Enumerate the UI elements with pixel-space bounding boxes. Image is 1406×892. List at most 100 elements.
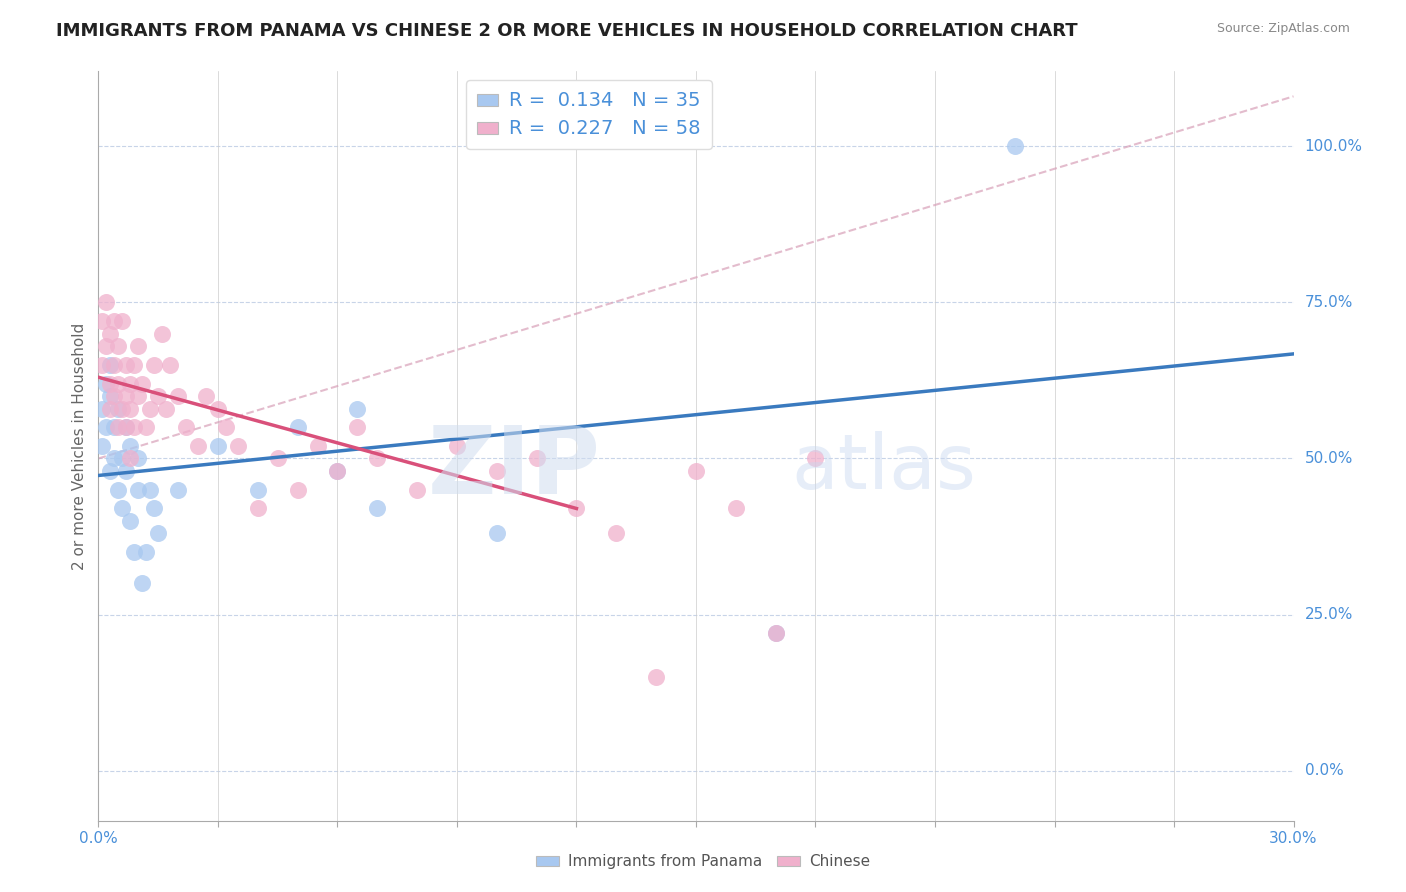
Point [765,626,787,640]
Point [96,376,118,391]
Point [326,464,349,478]
Point [111,451,134,466]
Point [267,451,290,466]
Text: Source: ZipAtlas.com: Source: ZipAtlas.com [1216,22,1350,36]
Point [187,439,209,453]
Point [96,339,118,353]
Y-axis label: 2 or more Vehicles in Household: 2 or more Vehicles in Household [72,322,87,570]
Point [103,314,125,328]
Legend: R =  0.134   N = 35, R =  0.227   N = 58: R = 0.134 N = 35, R = 0.227 N = 58 [465,80,711,149]
Point [103,451,125,466]
Point [131,576,153,591]
Point [195,389,218,403]
Point [143,358,166,372]
Point [366,501,388,516]
Point [111,401,134,416]
Point [246,483,269,497]
Point [1004,139,1026,153]
Point [91,439,114,453]
Point [287,483,309,497]
Point [98,358,122,372]
Point [120,401,142,416]
Point [326,464,349,478]
Point [135,420,157,434]
Point [115,420,138,434]
Text: 75.0%: 75.0% [1305,295,1353,310]
Text: ZIP: ZIP [427,423,600,515]
Point [107,339,129,353]
Point [246,501,269,516]
Legend: Immigrants from Panama, Chinese: Immigrants from Panama, Chinese [530,848,876,875]
Point [115,358,138,372]
Text: 50.0%: 50.0% [1305,451,1353,466]
Point [724,501,747,516]
Point [207,401,229,416]
Point [127,389,149,403]
Point [91,314,114,328]
Point [98,389,122,403]
Point [446,439,468,453]
Point [135,545,157,559]
Point [120,439,142,453]
Point [124,358,146,372]
Point [485,464,508,478]
Point [96,420,118,434]
Point [107,420,129,434]
Point [127,339,149,353]
Text: atlas: atlas [792,432,976,506]
Point [120,376,142,391]
Point [103,389,125,403]
Point [207,439,229,453]
Point [159,358,181,372]
Point [127,483,149,497]
Text: 100.0%: 100.0% [1305,139,1362,153]
Point [107,401,129,416]
Point [127,451,149,466]
Point [174,420,197,434]
Point [139,401,162,416]
Point [155,401,177,416]
Point [485,526,508,541]
Point [307,439,329,453]
Point [120,451,142,466]
Point [98,401,122,416]
Point [111,314,134,328]
Point [120,514,142,528]
Point [103,420,125,434]
Point [645,670,668,684]
Point [605,526,627,541]
Point [98,376,122,391]
Point [167,389,190,403]
Point [96,295,118,310]
Point [346,420,368,434]
Point [287,420,309,434]
Point [148,526,170,541]
Point [565,501,588,516]
Point [107,376,129,391]
Point [91,358,114,372]
Point [215,420,238,434]
Point [98,464,122,478]
Point [765,626,787,640]
Point [139,483,162,497]
Point [124,545,146,559]
Point [346,401,368,416]
Point [111,501,134,516]
Point [115,464,138,478]
Point [124,420,146,434]
Point [115,420,138,434]
Point [131,376,153,391]
Point [98,326,122,341]
Point [148,389,170,403]
Point [103,358,125,372]
Point [226,439,249,453]
Point [685,464,707,478]
Point [366,451,388,466]
Point [115,389,138,403]
Point [804,451,827,466]
Point [406,483,429,497]
Point [167,483,190,497]
Point [526,451,548,466]
Text: IMMIGRANTS FROM PANAMA VS CHINESE 2 OR MORE VEHICLES IN HOUSEHOLD CORRELATION CH: IMMIGRANTS FROM PANAMA VS CHINESE 2 OR M… [56,22,1078,40]
Point [107,483,129,497]
